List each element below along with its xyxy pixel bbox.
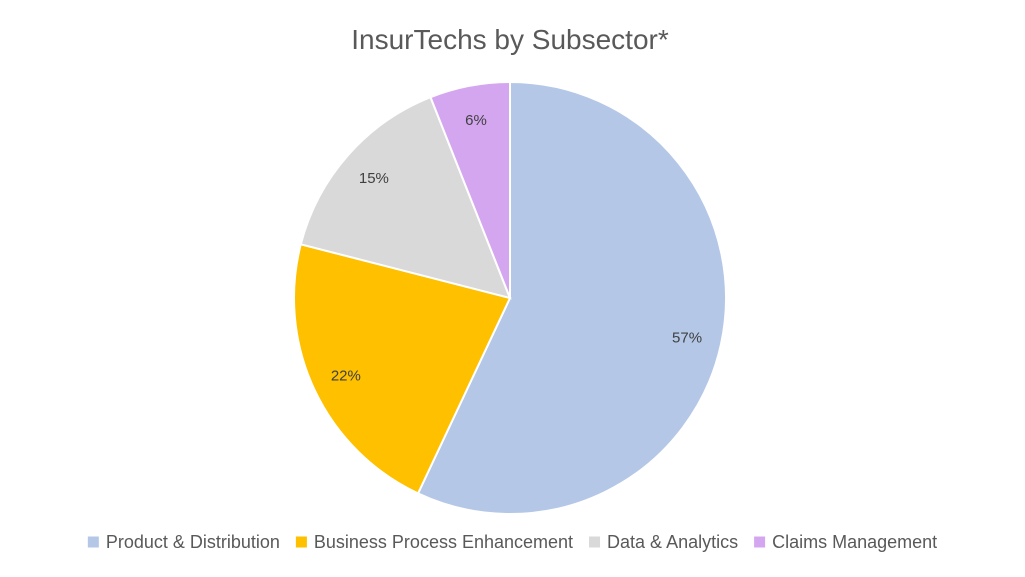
- legend-label: Product & Distribution: [106, 532, 280, 552]
- pie-slice-business-process-enhancement: [293, 243, 512, 495]
- pie-slice-data-analytics: [299, 95, 512, 300]
- legend-swatch: [589, 536, 601, 548]
- legend-item: Product & Distribution: [87, 532, 280, 552]
- data-labels: 57% 22% 15% 6%: [331, 112, 702, 384]
- chart-title: InsurTechs by Subsector*: [351, 24, 669, 55]
- legend-swatch: [754, 536, 766, 548]
- legend-label: Data & Analytics: [607, 532, 738, 552]
- data-label: 57%: [672, 330, 702, 347]
- legend-item: Claims Management: [754, 532, 937, 552]
- legend-swatch: [87, 536, 99, 548]
- pie-slice-product-distribution: [416, 80, 727, 515]
- legend-swatch: [295, 536, 307, 548]
- pie-slice-claims-management: [429, 80, 511, 299]
- data-label: 15%: [359, 170, 389, 187]
- pie-slices: [293, 80, 727, 515]
- legend-label: Business Process Enhancement: [314, 532, 573, 552]
- legend-label: Claims Management: [772, 532, 937, 552]
- legend-item: Data & Analytics: [589, 532, 738, 552]
- legend: Product & Distribution Business Process E…: [87, 532, 937, 552]
- legend-item: Business Process Enhancement: [295, 532, 573, 552]
- data-label: 22%: [331, 367, 361, 384]
- data-label: 6%: [465, 112, 487, 129]
